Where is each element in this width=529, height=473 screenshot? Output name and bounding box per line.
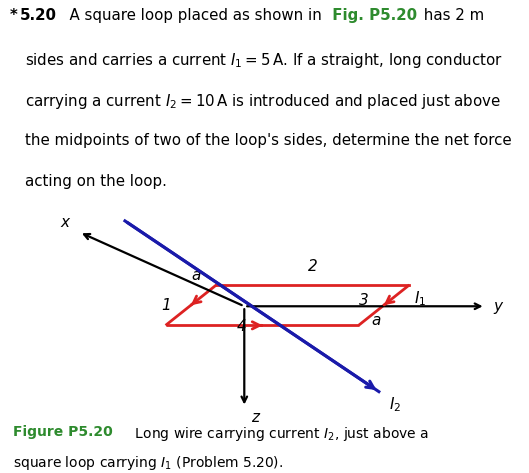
Text: the midpoints of two of the loop's sides, determine the net force: the midpoints of two of the loop's sides… bbox=[25, 133, 512, 148]
Text: $I_2$: $I_2$ bbox=[389, 395, 401, 414]
Text: square loop carrying $I_1$ (Problem 5.20).: square loop carrying $I_1$ (Problem 5.20… bbox=[13, 454, 284, 472]
Text: z: z bbox=[251, 410, 259, 425]
Text: Long wire carrying current $I_2$, just above a: Long wire carrying current $I_2$, just a… bbox=[126, 425, 429, 443]
Text: acting on the loop.: acting on the loop. bbox=[25, 175, 167, 189]
Text: 4: 4 bbox=[237, 319, 247, 334]
Text: x: x bbox=[60, 215, 69, 230]
Text: A square loop placed as shown in: A square loop placed as shown in bbox=[60, 8, 322, 23]
Text: 1: 1 bbox=[161, 298, 171, 313]
Text: 5.20: 5.20 bbox=[20, 8, 57, 23]
Text: Fig. P5.20: Fig. P5.20 bbox=[327, 8, 417, 23]
Text: 3: 3 bbox=[359, 293, 369, 308]
Text: has 2 m: has 2 m bbox=[419, 8, 485, 23]
Text: Figure P5.20: Figure P5.20 bbox=[13, 425, 113, 439]
Text: carrying a current $I_2 = 10\,$A is introduced and placed just above: carrying a current $I_2 = 10\,$A is intr… bbox=[25, 92, 501, 111]
Text: $I_1$: $I_1$ bbox=[414, 289, 426, 308]
Text: y: y bbox=[493, 299, 502, 314]
Text: a: a bbox=[191, 268, 201, 283]
Text: sides and carries a current $I_1 = 5\,$A. If a straight, long conductor: sides and carries a current $I_1 = 5\,$A… bbox=[25, 51, 504, 70]
Text: *: * bbox=[10, 8, 17, 23]
Text: a: a bbox=[371, 313, 381, 328]
Text: 2: 2 bbox=[308, 259, 318, 274]
